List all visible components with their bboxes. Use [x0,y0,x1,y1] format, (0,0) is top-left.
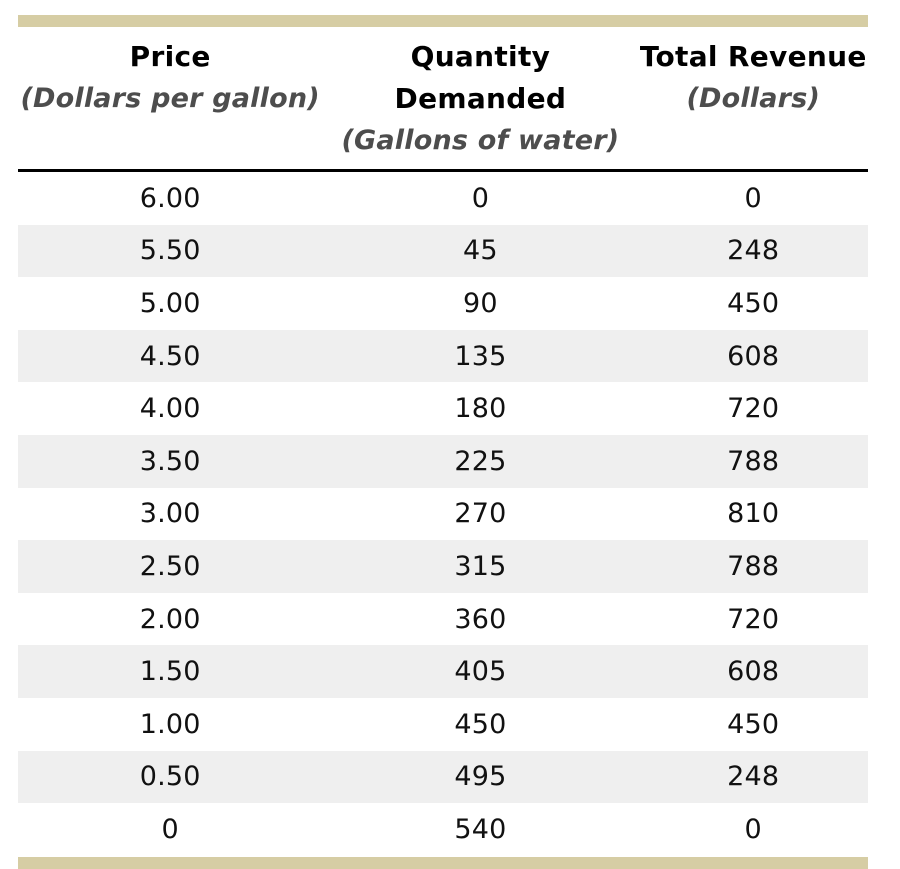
table-cell: 5.50 [139,235,201,267]
table-row: 4.50 135 608 [18,329,868,383]
table-cell: 248 [727,235,780,267]
table-header-row: Price (Dollars per gallon) Quantity Dema… [18,27,868,169]
column-label: Quantity Demanded [394,40,567,115]
table-row: 5.50 45 248 [18,224,868,278]
table-cell: 180 [454,393,507,425]
table-cell: 450 [454,708,507,740]
table-cell: 788 [727,550,780,582]
table-cell: 0 [471,182,490,214]
table-cell: 405 [454,656,507,688]
table-cell: 788 [727,445,780,477]
table-cell: 540 [454,813,507,845]
table-cell: 720 [727,393,780,425]
column-header-total-revenue: Total Revenue (Dollars) [638,36,868,162]
table-cell: 270 [454,498,507,530]
demand-schedule-table: Price (Dollars per gallon) Quantity Dema… [18,0,868,869]
table-cell: 225 [454,445,507,477]
column-sublabel: (Gallons of water) [341,125,620,156]
table-cell: 45 [463,235,498,267]
table-cell: 450 [727,287,780,319]
table-cell: 2.50 [139,550,201,582]
table-cell: 5.00 [139,287,201,319]
column-sublabel: (Dollars per gallon) [20,83,320,114]
table-row: 3.50 225 788 [18,434,868,488]
table-cell: 1.50 [139,656,201,688]
table-row: 1.00 450 450 [18,698,868,751]
table-cell: 360 [454,603,507,635]
table-row: 2.00 360 720 [18,593,868,646]
table-cell: 135 [454,340,507,372]
table-row: 4.00 180 720 [18,382,868,435]
column-header-quantity-demanded: Quantity Demanded (Gallons of water) [322,36,638,162]
table-row: 2.50 315 788 [18,540,868,593]
table-cell: 0.50 [139,761,201,793]
table-cell: 3.00 [139,498,201,530]
table-cell: 495 [454,761,507,793]
table-cell: 2.00 [139,603,201,635]
table-cell: 1.00 [139,708,201,740]
table-cell: 608 [727,340,780,372]
top-accent-rule [18,15,868,27]
table-cell: 6.00 [139,182,201,214]
table-cell: 3.50 [139,445,201,477]
table-body: 6.00 0 0 5.50 45 248 5.00 90 450 4.50 135 608 4.00 18… [18,172,868,856]
table-row: 6.00 0 0 [18,172,868,225]
table-cell: 0 [744,182,762,214]
table-row: 5.00 90 450 [18,277,868,330]
table-cell: 4.50 [139,340,201,372]
column-label: Total Revenue [639,40,867,73]
table-cell: 4.00 [139,393,201,425]
column-sublabel: (Dollars) [686,83,821,114]
table-cell: 0 [744,813,762,845]
table-cell: 720 [727,603,780,635]
table-cell: 90 [463,287,498,319]
table-row: 1.50 405 608 [18,645,868,698]
table-cell: 248 [727,761,780,793]
table-row: 0 540 0 [18,803,868,856]
column-label: Price [129,40,211,73]
column-header-price: Price (Dollars per gallon) [18,36,322,162]
table-cell: 608 [727,656,780,688]
table-cell: 810 [727,498,780,530]
table-row: 3.00 270 810 [18,488,868,541]
header-divider-rule [18,169,868,172]
table-cell: 450 [727,708,780,740]
table-cell: 0 [161,813,179,845]
table-row: 0.50 495 248 [18,750,868,804]
table-cell: 315 [454,550,507,582]
bottom-accent-rule [18,856,868,869]
